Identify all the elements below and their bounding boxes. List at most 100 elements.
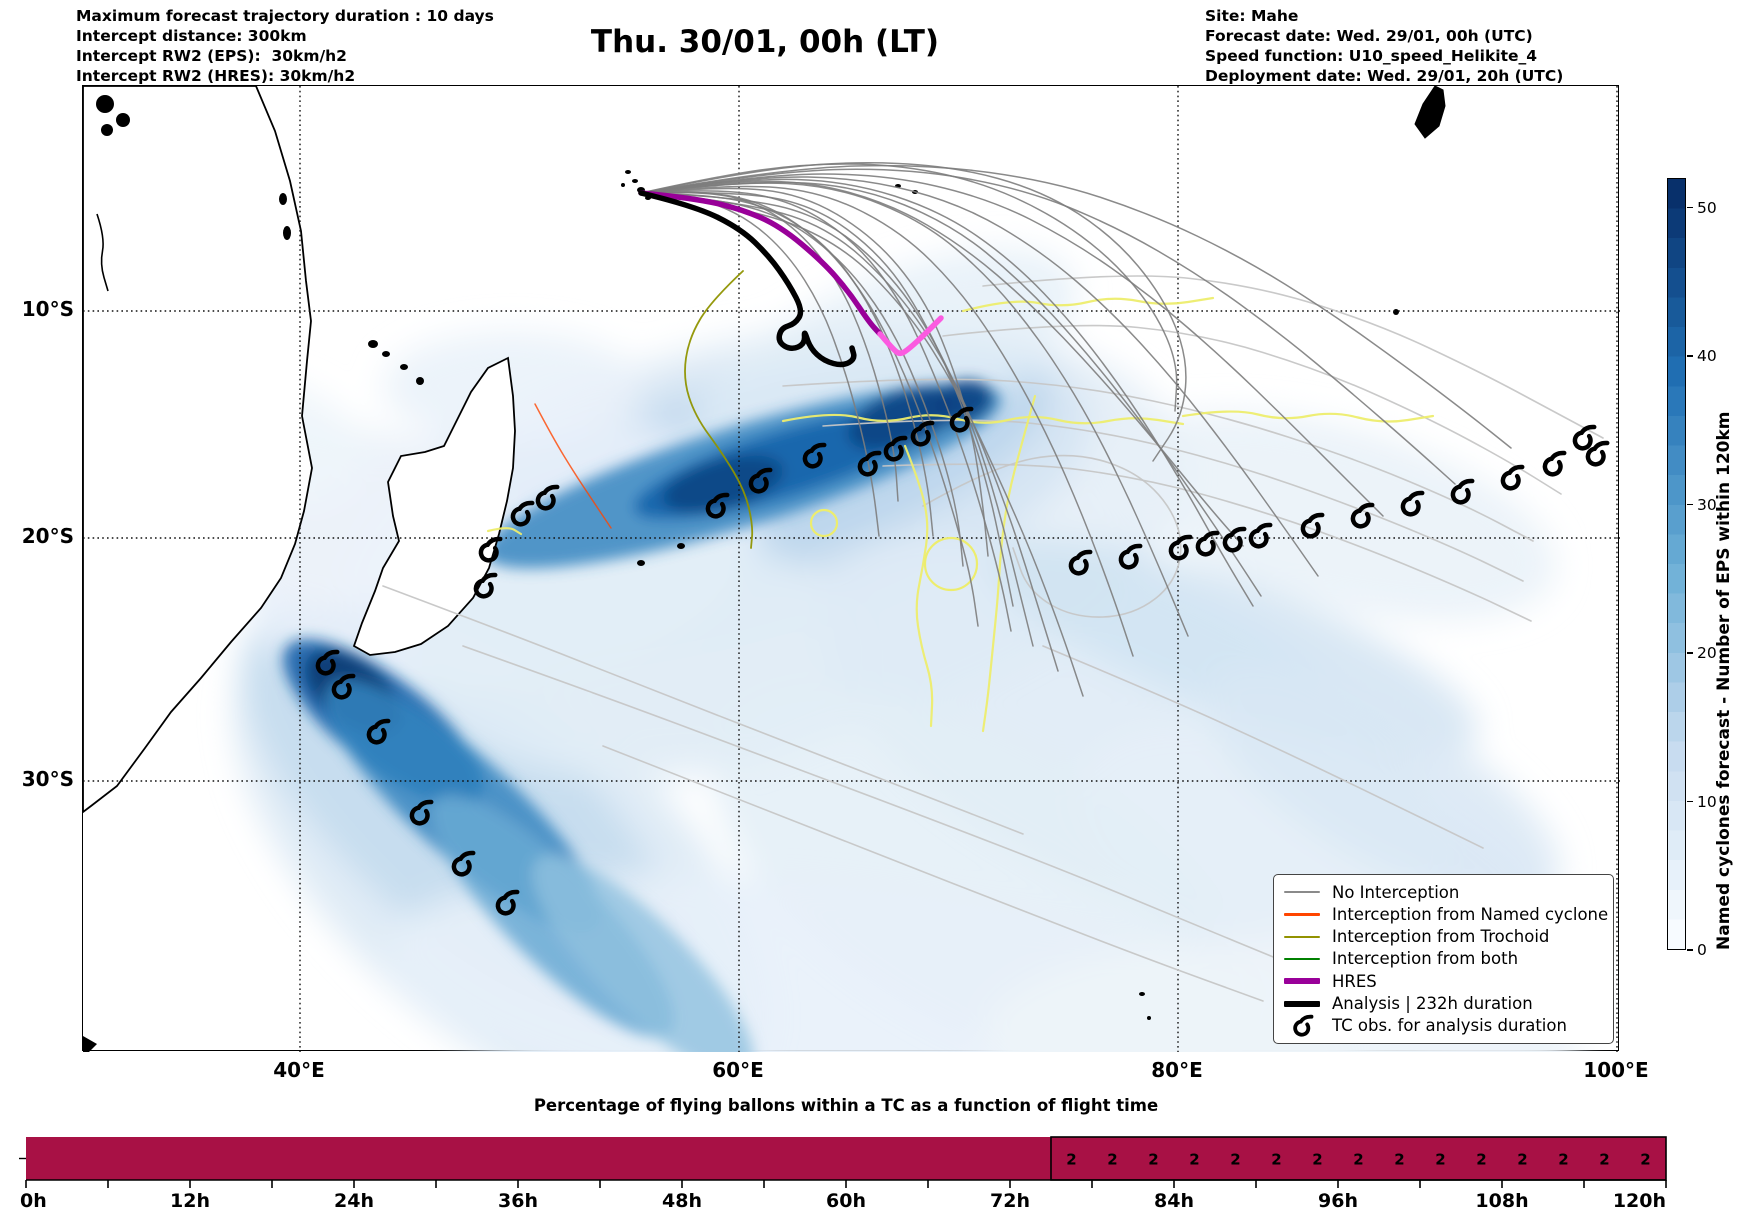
trajectory-group bbox=[534, 403, 612, 529]
map-legend: No Interception Interception from Named c… bbox=[1273, 874, 1614, 1044]
analysis-track bbox=[638, 190, 857, 368]
bar-x-tick-label: 108h bbox=[1475, 1190, 1528, 1212]
header-parameter-line: Speed function: U10_speed_Helikite_4 bbox=[1205, 47, 1538, 65]
legend-line-swatch bbox=[1284, 1000, 1320, 1007]
lat-tick-label: 20°S bbox=[21, 524, 74, 548]
bar-x-tick-label: 60h bbox=[826, 1190, 866, 1212]
bin-count-label: 2 bbox=[1230, 1151, 1240, 1169]
bin-count-label: 2 bbox=[1189, 1151, 1199, 1169]
header-parameter-line: Maximum forecast trajectory duration : 1… bbox=[76, 7, 494, 25]
header-parameter-line: Intercept distance: 300km bbox=[76, 27, 307, 45]
legend-line-swatch bbox=[1284, 913, 1320, 916]
eps-density-shading bbox=[283, 380, 1002, 1052]
legend-item: TC obs. for analysis duration bbox=[1284, 1014, 1603, 1038]
legend-item-label: Interception from Named cyclone bbox=[1332, 904, 1609, 924]
flight-time-bar-chart: 0h 12h 24h 36h 48h 60h 72h 84h 96h 108h 120h 2 2 2 2 2 2… bbox=[19, 1136, 1667, 1212]
legend-item: No Interception bbox=[1284, 881, 1603, 903]
bin-count-label: 2 bbox=[1476, 1151, 1486, 1169]
legend-item: HRES bbox=[1284, 970, 1603, 992]
bar-x-tick-label: 24h bbox=[334, 1190, 374, 1212]
lake-outline bbox=[96, 213, 109, 292]
colorbar-tick-label: 0 bbox=[1697, 941, 1707, 959]
legend-line-swatch bbox=[1284, 935, 1320, 938]
lon-tick-label: 60°E bbox=[712, 1058, 764, 1082]
tc-overlap-bar-segment bbox=[1050, 1136, 1667, 1181]
colorbar-tick bbox=[1687, 206, 1693, 209]
bin-count-label: 2 bbox=[1148, 1151, 1158, 1169]
bin-count-label: 2 bbox=[1066, 1151, 1076, 1169]
colorbar-tick-label: 30 bbox=[1697, 495, 1717, 514]
trajectory-group bbox=[684, 270, 754, 549]
colorbar-tick bbox=[1687, 652, 1693, 654]
header-parameter-line: Intercept RW2 (EPS): 30km/h2 bbox=[76, 47, 347, 65]
lon-tick-label: 100°E bbox=[1583, 1058, 1649, 1082]
legend-item-label: TC obs. for analysis duration bbox=[1332, 1016, 1567, 1036]
tc-symbol-icon bbox=[1575, 427, 1594, 448]
trajectory-group bbox=[640, 162, 1512, 697]
bin-count-label: 2 bbox=[1558, 1151, 1568, 1169]
legend-item-label: Interception from Trochoid bbox=[1332, 927, 1550, 947]
legend-line-swatch bbox=[1284, 978, 1320, 985]
header-parameter-line: Forecast date: Wed. 29/01, 00h (UTC) bbox=[1205, 27, 1533, 45]
bar-chart-title: Percentage of flying ballons within a TC… bbox=[533, 1096, 1159, 1115]
tc-symbol-icon bbox=[1284, 1014, 1320, 1038]
trajectory-map bbox=[83, 86, 1620, 1052]
hres-track-tail bbox=[877, 315, 944, 356]
legend-line-swatch bbox=[1284, 891, 1320, 894]
lat-tick-label: 10°S bbox=[21, 297, 74, 321]
bar-x-tick-label: 96h bbox=[1318, 1190, 1358, 1212]
tc-symbol-icon bbox=[1503, 467, 1522, 488]
legend-item: Interception from Named cyclone bbox=[1284, 903, 1608, 925]
colorbar-label: Named cyclones forecast - Number of EPS … bbox=[1714, 411, 1734, 950]
bar-x-tick-label: 84h bbox=[1154, 1190, 1194, 1212]
bin-count-label: 2 bbox=[1435, 1151, 1445, 1169]
bar-x-tick-label: 0h bbox=[20, 1190, 47, 1212]
bar-x-tick-label: 72h bbox=[990, 1190, 1030, 1212]
colorbar-tick-label: 10 bbox=[1697, 792, 1717, 811]
colorbar-tick bbox=[1687, 503, 1693, 506]
colorbar bbox=[1667, 178, 1686, 950]
colorbar-tick-label: 50 bbox=[1697, 198, 1717, 217]
colorbar-tick-label: 20 bbox=[1697, 644, 1717, 663]
colorbar-tick bbox=[1687, 800, 1693, 803]
legend-item-label: HRES bbox=[1332, 971, 1377, 991]
header-left-parameters: Maximum forecast trajectory duration : 1… bbox=[76, 6, 494, 86]
lon-tick-label: 40°E bbox=[273, 1058, 325, 1082]
bin-count-label: 2 bbox=[1394, 1151, 1404, 1169]
bin-count-label: 2 bbox=[1517, 1151, 1527, 1169]
header-parameter-line: Deployment date: Wed. 29/01, 20h (UTC) bbox=[1205, 67, 1564, 85]
coastlines bbox=[83, 86, 1446, 1052]
legend-item: Analysis | 232h duration bbox=[1284, 993, 1603, 1015]
lat-tick-label: 30°S bbox=[21, 767, 74, 791]
bin-count-label: 2 bbox=[1353, 1151, 1363, 1169]
map-panel bbox=[82, 85, 1620, 1052]
bar-x-tick-label: 120h bbox=[1613, 1190, 1666, 1212]
hres-track bbox=[638, 190, 883, 337]
bin-count-label: 2 bbox=[1599, 1151, 1609, 1169]
lon-tick-label: 80°E bbox=[1151, 1058, 1203, 1082]
legend-item-label: No Interception bbox=[1332, 882, 1460, 902]
bin-count-label: 2 bbox=[1312, 1151, 1322, 1169]
legend-item: Interception from both bbox=[1284, 948, 1603, 970]
figure-title: Thu. 30/01, 00h (LT) bbox=[590, 24, 940, 60]
tc-symbol-icon bbox=[1545, 453, 1564, 474]
bar-x-tick-label: 36h bbox=[498, 1190, 538, 1212]
header-right-parameters: Site: Mahe Forecast date: Wed. 29/01, 00h… bbox=[1205, 6, 1563, 86]
bin-count-label: 2 bbox=[1107, 1151, 1117, 1169]
bin-count-label: 2 bbox=[1640, 1151, 1650, 1169]
legend-item-label: Analysis | 232h duration bbox=[1332, 994, 1533, 1014]
madagascar-outline bbox=[352, 356, 516, 656]
header-parameter-line: Site: Mahe bbox=[1205, 7, 1299, 25]
header-parameter-line: Intercept RW2 (HRES): 30km/h2 bbox=[76, 67, 356, 85]
colorbar-tick bbox=[1687, 355, 1693, 357]
bin-count-label: 2 bbox=[1271, 1151, 1281, 1169]
bar-x-tick-label: 48h bbox=[662, 1190, 702, 1212]
legend-item: Interception from Trochoid bbox=[1284, 926, 1603, 948]
legend-item-label: Interception from both bbox=[1332, 949, 1519, 969]
legend-line-swatch bbox=[1284, 957, 1320, 961]
bar-x-tick-label: 12h bbox=[170, 1190, 210, 1212]
colorbar-tick-label: 40 bbox=[1697, 347, 1717, 366]
trajectory-group bbox=[382, 275, 1604, 1002]
colorbar-tick bbox=[1687, 949, 1693, 951]
